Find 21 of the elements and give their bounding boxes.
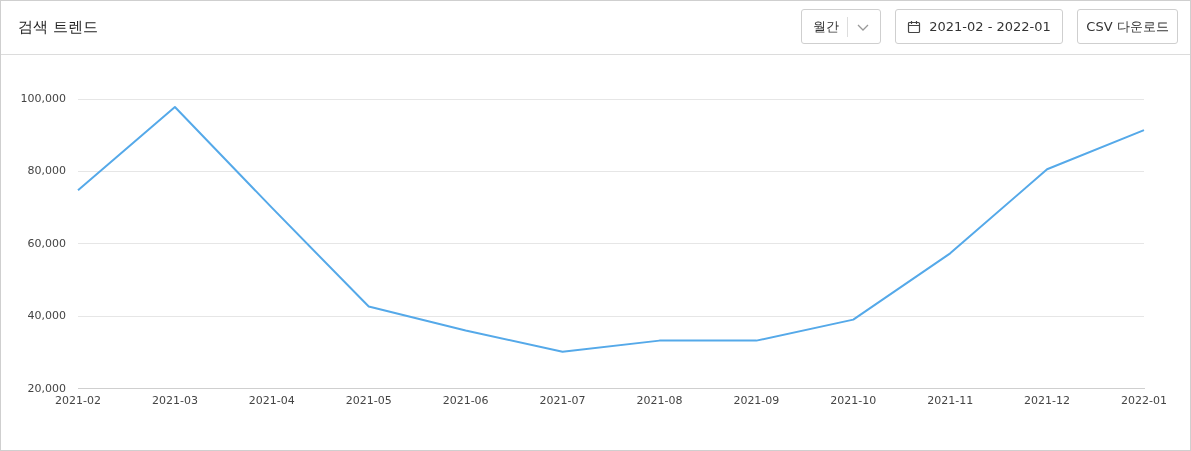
y-tick-label: 20,000: [27, 381, 66, 395]
y-tick-label: 60,000: [27, 236, 66, 250]
text: CSV 다운로드: [1086, 17, 1169, 36]
x-tick-label: 2022-01: [1121, 394, 1167, 408]
x-tick-label: 2021-03: [151, 394, 198, 408]
x-tick-label: 2021-02: [55, 394, 101, 408]
x-tick-label: 2021-06: [442, 394, 489, 408]
x-tick-label: 2021-04: [248, 394, 295, 408]
x-tick-label: 2021-10: [830, 394, 877, 408]
text: 월간: [812, 17, 839, 36]
y-tick-label: 80,000: [27, 164, 66, 178]
text: 2021-02 - 2022-01: [929, 19, 1051, 34]
x-tick-label: 2021-07: [539, 394, 586, 408]
x-tick-label: 2021-11: [927, 394, 974, 408]
chart-title: 검색 트렌드: [18, 18, 98, 37]
x-tick-label: 2021-09: [733, 394, 780, 408]
y-tick-label: 100,000: [20, 91, 66, 105]
y-tick-label: 40,000: [27, 309, 66, 323]
x-tick-label: 2021-05: [345, 394, 392, 408]
x-tick-label: 2021-08: [636, 394, 683, 408]
x-tick-label: 2021-12: [1024, 394, 1071, 408]
